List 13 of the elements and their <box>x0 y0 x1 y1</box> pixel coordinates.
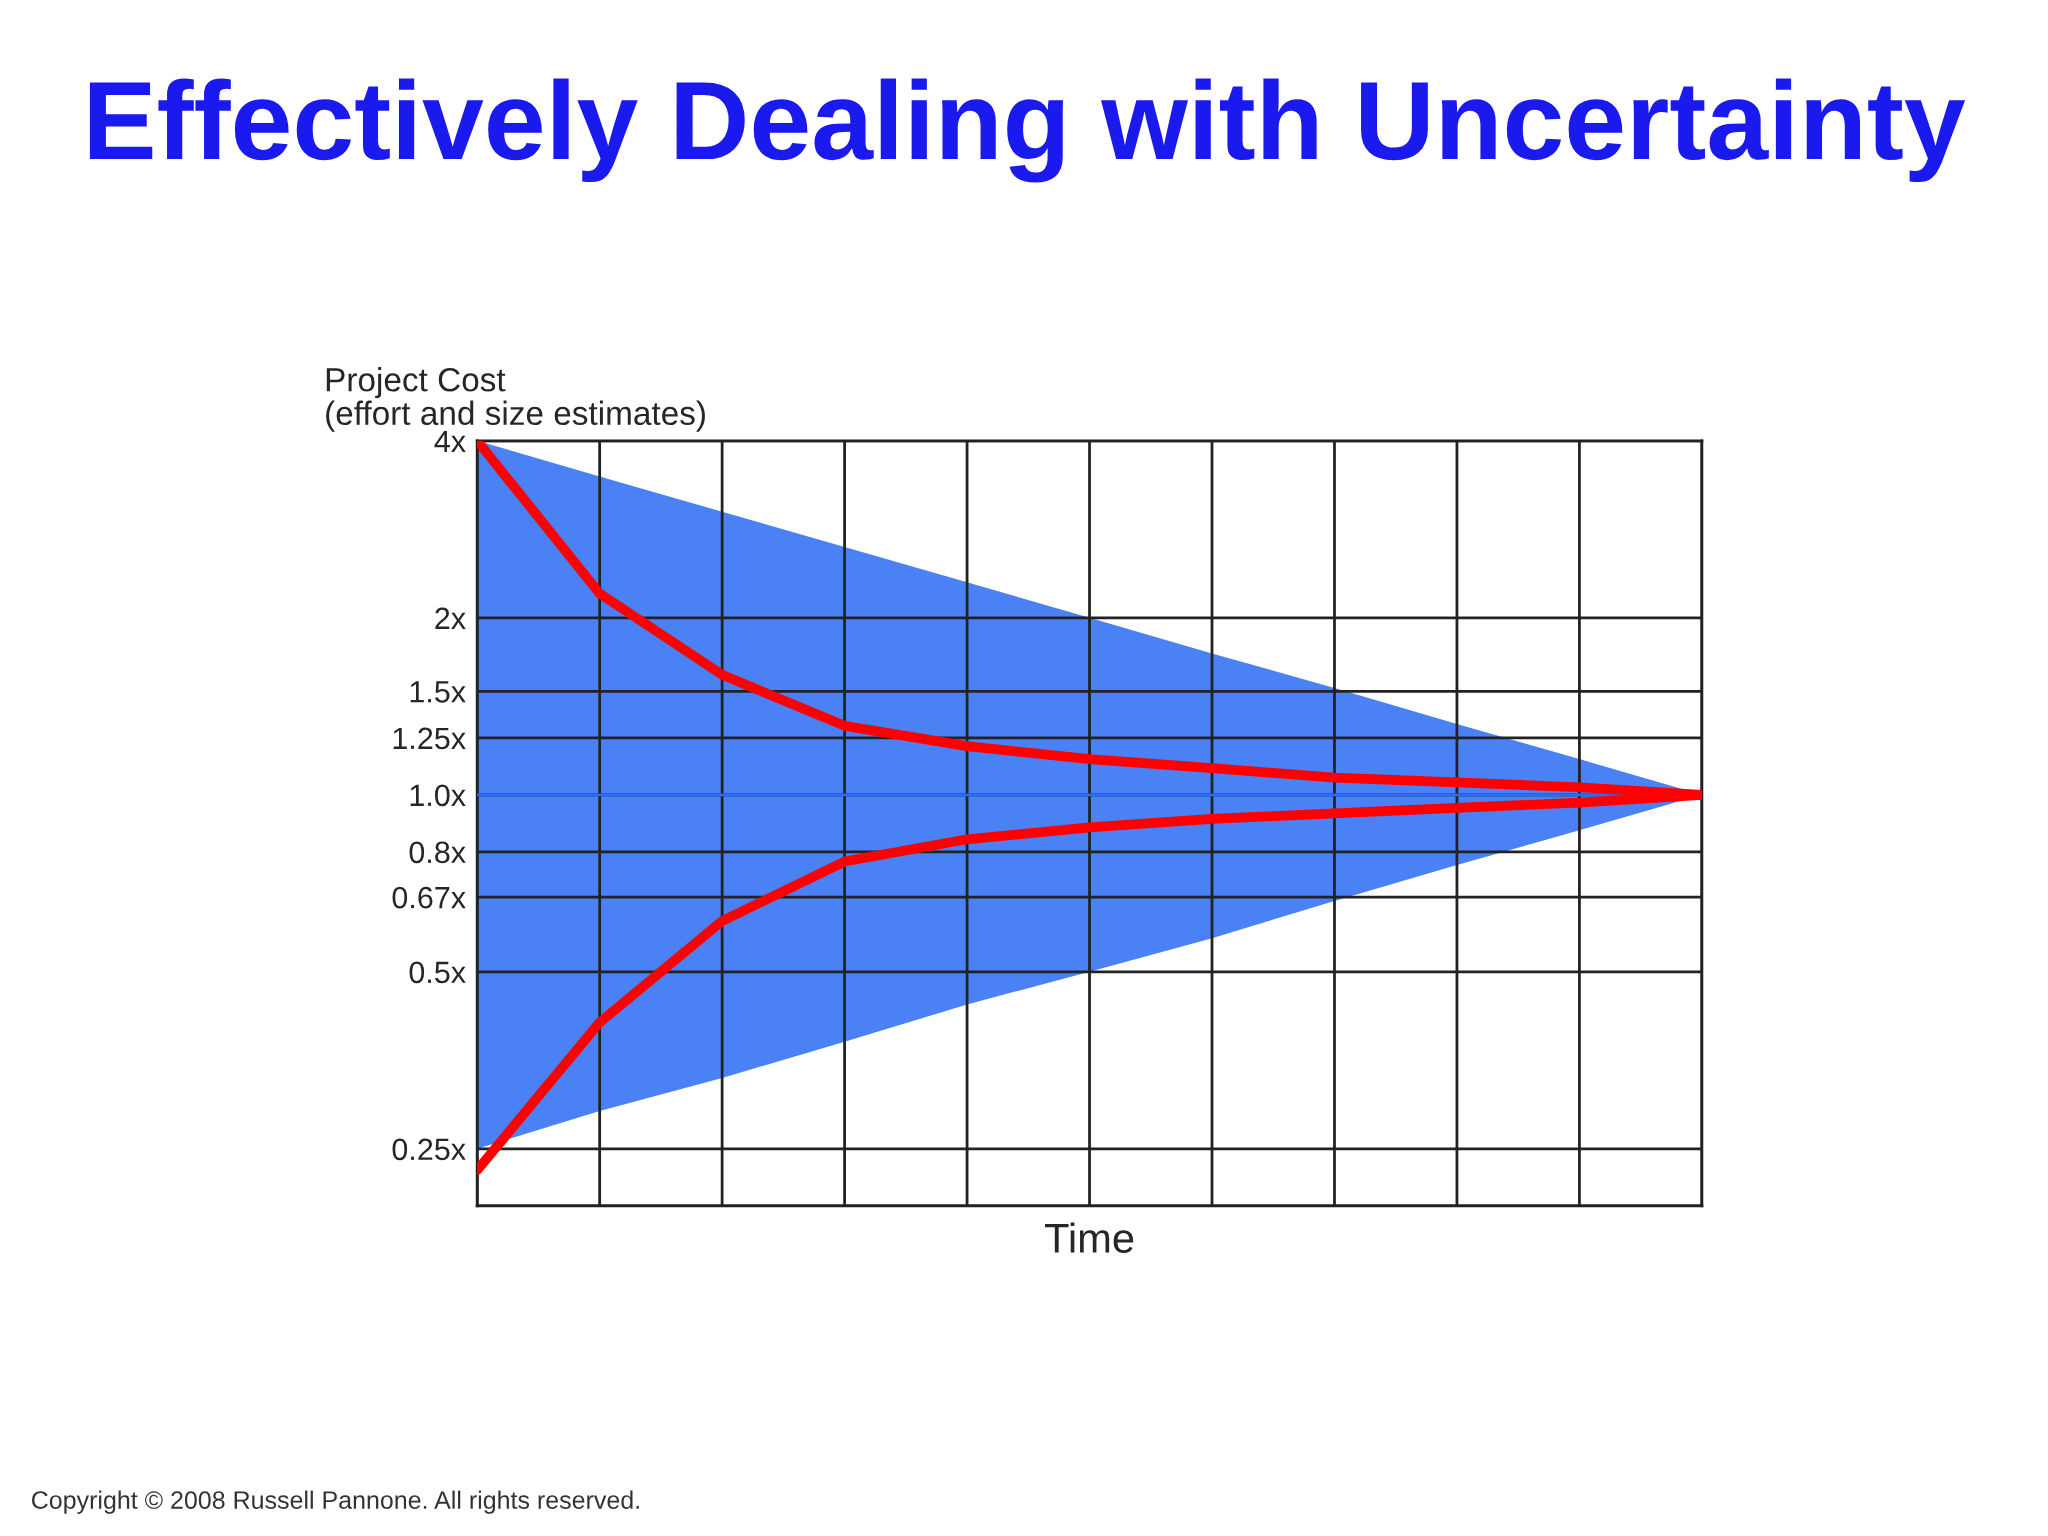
y-axis-title: Project Cost (effort and size estimates) <box>326 367 705 432</box>
y-tick-label: 1.0x <box>410 784 466 807</box>
y-tick-label: 1.25x <box>393 727 466 750</box>
y-tick-label: 0.25x <box>392 1138 466 1161</box>
y-tick-label: 1.5x <box>410 681 466 703</box>
y-tick-label: 0.67x <box>392 886 466 909</box>
chart-title: Effectively Dealing with Uncertainty <box>89 78 1966 183</box>
y-tick-label: 0.8x <box>409 841 466 864</box>
text: Copyright © 2008 Russell Pannone. All rights reserved. <box>31 1490 639 1514</box>
y-tick-label: 2x <box>435 607 466 629</box>
x-axis-title: Time <box>1044 1222 1134 1254</box>
y-tick-label: 0.5x <box>409 961 466 984</box>
y-tick-label: 4x <box>434 430 466 452</box>
